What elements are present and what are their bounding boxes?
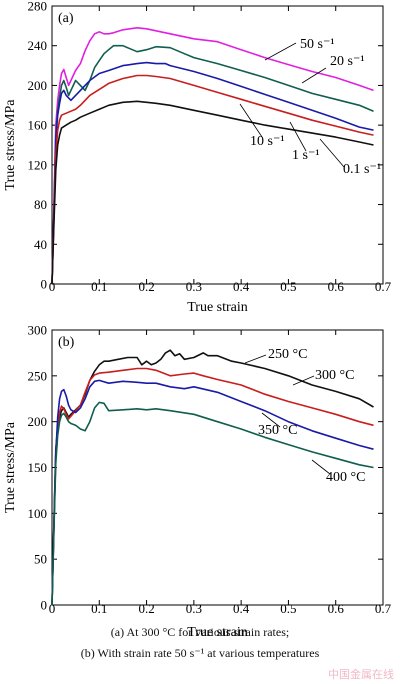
- x-tick-label: 0.1: [91, 601, 107, 616]
- x-tick-label: 0.6: [328, 279, 345, 294]
- annotation-leader: [264, 42, 297, 61]
- y-tick-label: 40: [34, 237, 47, 252]
- x-tick-label: 0.7: [375, 601, 392, 616]
- plot-frame: [51, 5, 384, 285]
- y-tick-label: 50: [34, 552, 47, 567]
- series-annotation: 250 °C: [268, 347, 307, 362]
- x-tick-label: 0: [49, 279, 56, 294]
- x-tick-label: 0.2: [138, 601, 154, 616]
- x-tick-label: 0.4: [233, 601, 250, 616]
- annotation-leader: [301, 67, 327, 84]
- x-axis-label: True strain: [187, 300, 248, 315]
- series-annotation: 300 °C: [315, 368, 354, 383]
- annotation-leader: [261, 412, 281, 428]
- caption-line-b: (b) With strain rate 50 s⁻¹ at various t…: [80, 646, 320, 660]
- y-tick-label: 200: [28, 78, 48, 93]
- annotation-leader: [289, 121, 307, 152]
- series-line: [51, 401, 374, 606]
- series-line: [51, 26, 374, 285]
- x-tick-label: 0.7: [375, 279, 392, 294]
- series-annotation: 1 s⁻¹: [292, 148, 320, 163]
- annotation-leader: [292, 375, 315, 386]
- y-axis-label: True stress/MPa: [3, 421, 18, 513]
- y-tick-label: 160: [28, 118, 48, 133]
- y-tick-label: 240: [28, 38, 48, 53]
- y-tick-label: 100: [28, 506, 48, 521]
- series-annotation: 0.1 s⁻¹: [343, 162, 381, 177]
- series-line: [51, 61, 374, 285]
- annotation-leader: [239, 103, 263, 138]
- panel-label: (b): [58, 335, 75, 350]
- y-tick-label: 0: [41, 277, 48, 292]
- y-axis-label: True stress/MPa: [3, 99, 18, 191]
- series-annotation: 50 s⁻¹: [300, 37, 335, 52]
- x-tick-label: 0.4: [233, 279, 250, 294]
- series-line: [51, 44, 374, 285]
- y-tick-label: 280: [28, 0, 48, 14]
- chart-panel-a: 0 0.1 0.2 0.3 0.4 0.5 0.6 0.7 0 40 80 120 160 200 240 2…: [3, 0, 392, 315]
- x-tick-label: 0.6: [328, 601, 345, 616]
- y-tick-label: 300: [28, 323, 48, 338]
- annotation-leader: [319, 138, 345, 168]
- annotation-leader: [311, 459, 331, 475]
- panel-label: (a): [58, 11, 74, 26]
- series-annotation: 350 °C: [258, 423, 297, 438]
- series-line: [51, 74, 374, 285]
- y-tick-label: 120: [28, 157, 48, 172]
- series-annotation: 10 s⁻¹: [250, 134, 285, 149]
- series-line: [51, 379, 374, 606]
- x-axis-label: True strain: [187, 625, 248, 640]
- x-tick-label: 0.1: [91, 279, 107, 294]
- x-tick-label: 0.5: [280, 601, 296, 616]
- y-tick-label: 80: [34, 197, 47, 212]
- y-tick-label: 250: [28, 368, 48, 383]
- x-tick-label: 0: [49, 601, 56, 616]
- y-tick-label: 150: [28, 460, 48, 475]
- x-tick-label: 0.3: [186, 279, 202, 294]
- series-line: [51, 100, 374, 285]
- x-tick-label: 0.2: [138, 279, 154, 294]
- series-line: [51, 367, 374, 606]
- y-tick-label: 200: [28, 414, 48, 429]
- annotation-leader: [244, 354, 267, 364]
- y-tick-label: 0: [41, 598, 48, 613]
- x-tick-label: 0.3: [186, 601, 202, 616]
- watermark: 中国金属在线: [328, 668, 394, 681]
- series-annotation: 20 s⁻¹: [330, 54, 365, 69]
- chart-panel-b: 0 0.1 0.2 0.3 0.4 0.5 0.6 0.7 0 50 100 150 200 250 300…: [3, 323, 392, 641]
- series-annotation: 400 °C: [326, 470, 365, 485]
- caption-line-a: (a) At 300 °C for various strain rates;: [110, 625, 290, 639]
- x-tick-label: 0.5: [280, 279, 296, 294]
